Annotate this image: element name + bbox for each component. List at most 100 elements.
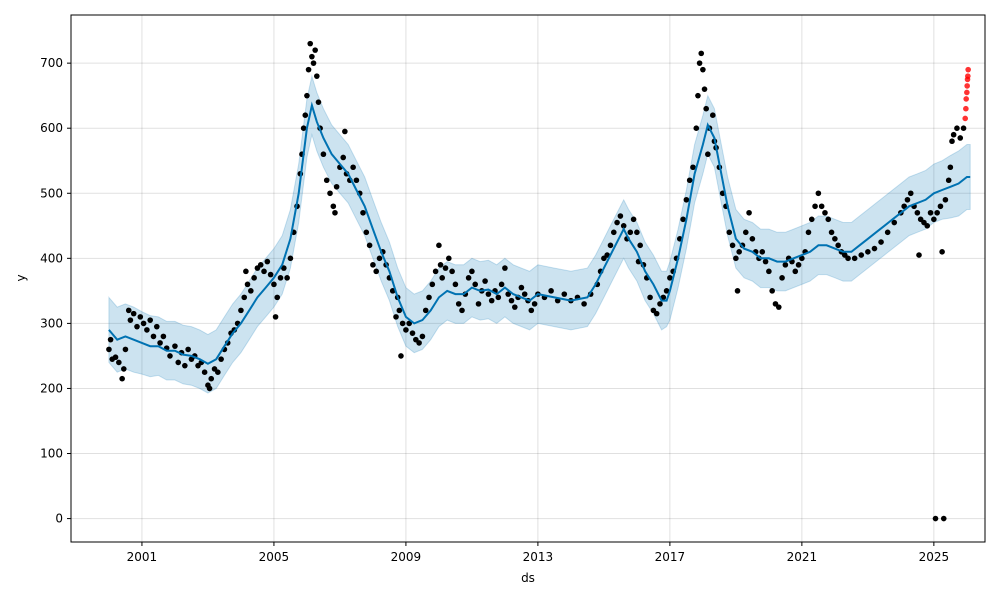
observed-point bbox=[469, 268, 475, 275]
observed-point bbox=[932, 515, 939, 522]
observed-point bbox=[561, 291, 568, 297]
ticks: 2001 2005 2009 2013 2017 2021 2025 0 100 200 300 40… bbox=[40, 56, 949, 564]
observed-point bbox=[116, 359, 122, 366]
observed-point bbox=[215, 369, 221, 375]
observed-point bbox=[472, 281, 479, 288]
observed-point bbox=[396, 307, 403, 314]
observed-point bbox=[218, 356, 224, 362]
observed-point bbox=[426, 294, 432, 301]
observed-point bbox=[264, 258, 271, 265]
y-tick-label: 500 bbox=[40, 186, 63, 200]
observed-point bbox=[130, 310, 137, 317]
y-tick-label: 200 bbox=[40, 381, 63, 395]
observed-point bbox=[309, 53, 315, 60]
observed-point bbox=[320, 151, 327, 158]
observed-point bbox=[698, 50, 705, 57]
observed-point bbox=[370, 262, 376, 268]
observed-point bbox=[815, 190, 822, 197]
observed-point bbox=[119, 375, 125, 382]
observed-point bbox=[261, 268, 267, 275]
observed-point bbox=[436, 242, 442, 249]
observed-point bbox=[734, 288, 741, 294]
observed-point bbox=[160, 333, 167, 340]
observed-point bbox=[531, 301, 538, 307]
grid bbox=[71, 15, 985, 542]
x-tick-label: 2025 bbox=[919, 550, 950, 564]
observed-point bbox=[310, 60, 317, 66]
observed-point bbox=[954, 125, 960, 132]
highlighted-point bbox=[965, 66, 971, 73]
observed-point bbox=[137, 314, 144, 320]
observed-point bbox=[274, 294, 281, 301]
observed-point bbox=[901, 203, 907, 210]
observed-point bbox=[302, 112, 309, 118]
observed-point bbox=[315, 99, 322, 105]
observed-point bbox=[287, 255, 294, 262]
observed-point bbox=[429, 281, 436, 288]
observed-point bbox=[134, 323, 140, 330]
observed-point bbox=[125, 307, 132, 314]
highlighted-point bbox=[965, 73, 971, 79]
observed-point bbox=[660, 294, 667, 301]
x-axis-label: ds bbox=[521, 571, 535, 585]
observed-point bbox=[399, 320, 406, 327]
observed-point bbox=[695, 92, 701, 99]
observed-point bbox=[845, 255, 851, 262]
observed-point bbox=[267, 271, 274, 278]
observed-point bbox=[607, 242, 614, 249]
observed-point bbox=[333, 183, 340, 190]
highlighted-point bbox=[964, 83, 970, 89]
observed-point bbox=[353, 177, 360, 184]
observed-point bbox=[916, 252, 922, 258]
observed-point bbox=[281, 265, 287, 271]
observed-point bbox=[792, 268, 799, 275]
observed-point bbox=[766, 268, 772, 275]
observed-point bbox=[835, 242, 841, 249]
observed-point bbox=[759, 249, 766, 255]
observed-point bbox=[947, 164, 954, 171]
observed-point bbox=[257, 262, 264, 268]
observed-point bbox=[865, 249, 871, 255]
observed-point bbox=[729, 242, 736, 249]
x-tick-label: 2005 bbox=[259, 550, 290, 564]
observed-point bbox=[762, 258, 769, 265]
observed-point bbox=[683, 196, 690, 203]
observed-point bbox=[488, 297, 495, 304]
observed-point bbox=[449, 268, 455, 275]
observed-point bbox=[945, 177, 952, 184]
highlighted-point bbox=[963, 105, 969, 112]
observed-point bbox=[330, 203, 337, 210]
y-tick-label: 400 bbox=[40, 251, 63, 265]
observed-point bbox=[498, 281, 505, 288]
observed-point bbox=[703, 105, 709, 112]
observed-point bbox=[726, 229, 733, 236]
observed-point bbox=[244, 281, 251, 288]
x-tick-label: 2001 bbox=[127, 550, 158, 564]
observed-point bbox=[528, 307, 535, 314]
observed-point bbox=[112, 354, 119, 361]
observed-point bbox=[805, 229, 812, 236]
observed-point bbox=[459, 307, 465, 314]
x-tick-label: 2021 bbox=[787, 550, 818, 564]
observed-point bbox=[452, 281, 459, 288]
observed-point bbox=[634, 229, 640, 236]
observed-point bbox=[693, 125, 700, 132]
observed-point bbox=[277, 275, 284, 281]
observed-point bbox=[208, 375, 215, 382]
observed-point bbox=[150, 333, 157, 340]
observed-point bbox=[858, 252, 865, 258]
observed-point bbox=[627, 229, 634, 236]
y-tick-label: 100 bbox=[40, 447, 63, 461]
y-axis-label: y bbox=[14, 274, 28, 281]
x-tick-label: 2013 bbox=[523, 550, 554, 564]
observed-point bbox=[914, 209, 921, 216]
observed-point bbox=[924, 223, 931, 229]
observed-point bbox=[604, 252, 610, 258]
observed-point bbox=[746, 209, 752, 216]
observed-point bbox=[949, 138, 955, 145]
observed-point bbox=[663, 288, 670, 294]
observed-point bbox=[120, 366, 127, 372]
observed-point bbox=[147, 317, 153, 323]
observed-point bbox=[495, 294, 502, 301]
observed-point bbox=[327, 190, 333, 197]
